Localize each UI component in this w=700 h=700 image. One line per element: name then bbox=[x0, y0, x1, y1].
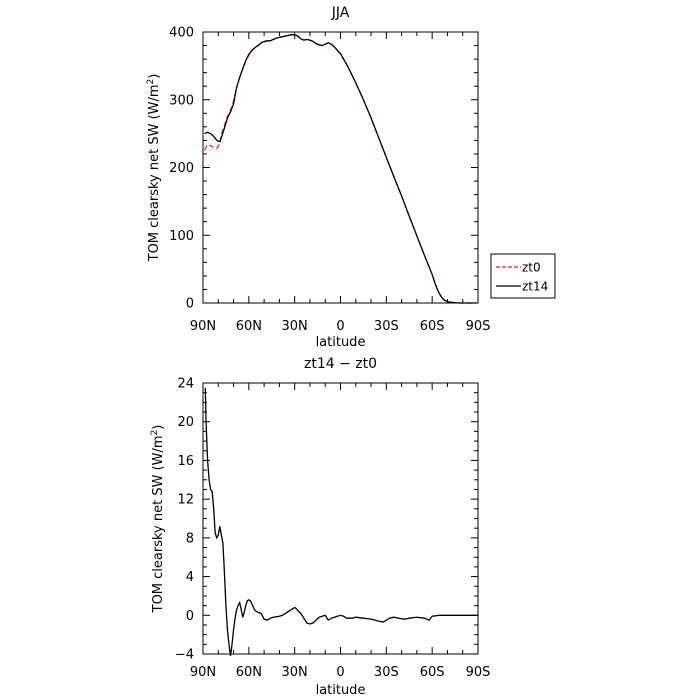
x-tick-label: 30N bbox=[282, 319, 308, 334]
y-tick-label: −4 bbox=[175, 648, 194, 663]
x-tick-label: 60S bbox=[420, 665, 445, 680]
x-tick-label: 30N bbox=[282, 665, 308, 680]
x-tick-label: 0 bbox=[336, 319, 344, 334]
y-tick-label: 0 bbox=[186, 609, 194, 624]
series-line-series-1 bbox=[204, 387, 478, 657]
x-tick-label: 0 bbox=[336, 665, 344, 680]
y-tick-label: 8 bbox=[186, 531, 194, 546]
y-tick-label: 4 bbox=[186, 570, 194, 585]
y-tick-label: 20 bbox=[177, 415, 194, 430]
y-axis-label: TOM clearsky net SW (W/m2) bbox=[146, 74, 162, 263]
y-tick-label: 400 bbox=[169, 26, 194, 41]
legend-label-zt0: zt0 bbox=[522, 261, 541, 275]
y-tick-label: 12 bbox=[177, 493, 194, 508]
x-tick-label: 90S bbox=[466, 319, 491, 334]
x-tick-label: 90N bbox=[190, 319, 216, 334]
x-tick-label: 30S bbox=[374, 665, 399, 680]
series-line-zt14 bbox=[204, 34, 477, 304]
series-line-zt0 bbox=[203, 34, 477, 304]
x-tick-label: 60N bbox=[236, 665, 262, 680]
x-tick-label: 90N bbox=[190, 665, 216, 680]
legend: zt0 zt14 bbox=[490, 253, 556, 299]
chart-panel-2: zt14 − zt0 90N 60N 30N 0 30S 60S 90S −4 0 4 8 12 16 20… bbox=[150, 356, 490, 698]
x-tick-label: 60S bbox=[420, 319, 445, 334]
y-tick-label: 0 bbox=[186, 297, 194, 312]
x-axis-label: latitude bbox=[316, 683, 366, 698]
y-tick-label: 300 bbox=[169, 93, 194, 108]
y-axis-label: TOM clearsky net SW (W/m2) bbox=[150, 425, 166, 614]
y-tick-label: 24 bbox=[177, 377, 194, 392]
y-tick-label: 16 bbox=[177, 454, 194, 469]
plot-frame bbox=[202, 31, 479, 304]
x-tick-label: 60N bbox=[236, 319, 262, 334]
legend-label-zt14: zt14 bbox=[522, 280, 548, 294]
chart-title: JJA bbox=[331, 5, 350, 21]
legend-box bbox=[490, 253, 556, 299]
x-tick-label: 90S bbox=[466, 665, 491, 680]
y-tick-label: 200 bbox=[169, 161, 194, 176]
chart-panel-1: JJA 90N 60N 30N 0 30S 60S 90S 0 100 200 300 400 latit… bbox=[146, 5, 556, 350]
x-tick-label: 30S bbox=[374, 319, 399, 334]
chart-title: zt14 − zt0 bbox=[304, 356, 377, 372]
x-axis-label: latitude bbox=[316, 335, 366, 350]
y-tick-label: 100 bbox=[169, 229, 194, 244]
